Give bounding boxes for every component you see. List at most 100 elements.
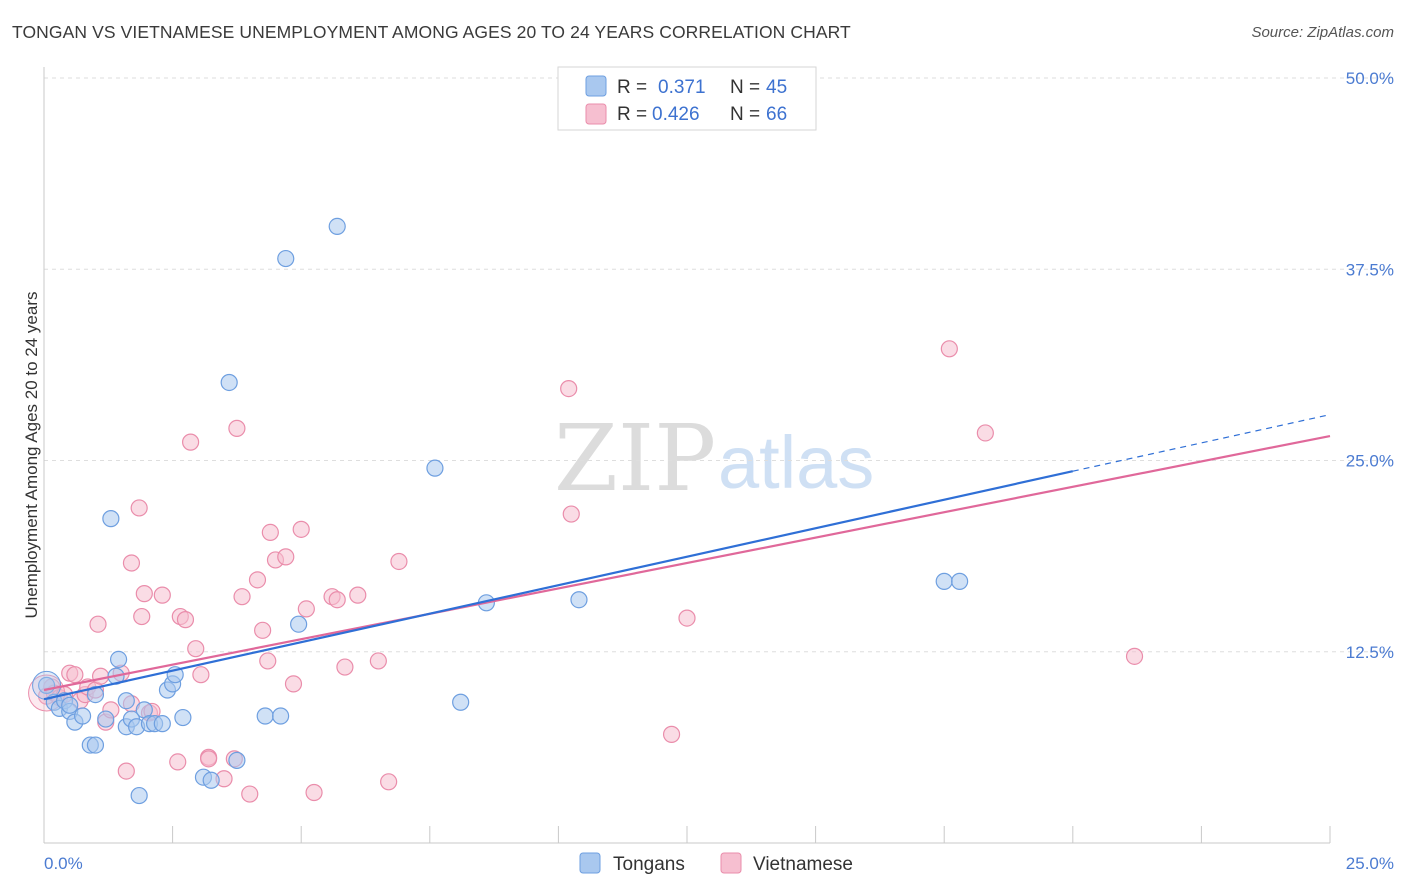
vietnamese-point	[380, 773, 398, 791]
y-tick-labels: 12.5% 25.0% 37.5% 50.0%	[1346, 69, 1394, 662]
tongan-point	[153, 715, 171, 733]
tongan-point	[570, 591, 588, 609]
tongan-point	[130, 786, 148, 805]
tongan-point	[97, 710, 115, 728]
legend-n-label-vietnamese: N =	[730, 104, 760, 125]
y-tick-label: 50.0%	[1346, 69, 1394, 88]
tongan-point	[102, 510, 120, 528]
tongan-point	[277, 249, 295, 268]
bottom-legend: Tongans Vietnamese	[579, 852, 853, 875]
tongan-point	[290, 615, 308, 633]
y-tick-label: 12.5%	[1346, 643, 1394, 662]
legend-swatch-tongans	[585, 75, 607, 97]
tongan-point	[73, 707, 92, 725]
vietnamese-point	[122, 554, 141, 572]
gridlines	[44, 77, 1394, 653]
vietnamese-point	[153, 586, 171, 604]
vietnamese-point	[192, 666, 210, 684]
bottom-legend-swatch-tongans	[579, 852, 601, 874]
tongan-point	[86, 685, 105, 704]
trend-lines	[43, 414, 1331, 701]
tongan-point	[272, 707, 290, 725]
legend-r-label-tongans: R =	[617, 77, 647, 98]
vietnamese-point	[277, 548, 295, 566]
vietnamese-point	[305, 783, 323, 802]
vietnamese-point	[336, 658, 354, 676]
vietnamese-point	[169, 753, 187, 771]
y-tick-label: 37.5%	[1346, 260, 1394, 279]
legend-r-value-vietnamese: 0.426	[652, 104, 700, 125]
tongan-point	[86, 736, 105, 754]
tongan-point	[109, 650, 128, 669]
legend-r-label-vietnamese: R =	[617, 104, 647, 125]
vietnamese-point	[248, 571, 267, 589]
x-tick-label-min: 0.0%	[44, 854, 83, 873]
vietnamese-point	[133, 607, 151, 626]
vietnamese-point	[228, 419, 246, 437]
vietnamese-point	[66, 666, 84, 684]
vietnamese-point	[135, 585, 153, 603]
vietnamese-point	[390, 552, 408, 571]
tongan-point	[202, 771, 220, 789]
legend: R = 0.371 N = 45 R = 0.426 N = 66	[557, 66, 817, 131]
tongan-point	[228, 751, 246, 769]
legend-r-value-tongans: 0.371	[658, 77, 706, 98]
vietnamese-point	[261, 523, 279, 542]
tongan-point	[935, 572, 953, 590]
vietnamese-point	[182, 433, 200, 451]
watermark-atlas: atlas	[718, 421, 874, 504]
vietnamese-point	[297, 600, 315, 618]
legend-n-label-tongans: N =	[730, 77, 760, 98]
vietnamese-point	[117, 762, 135, 780]
bottom-legend-swatch-vietnamese	[720, 852, 742, 874]
vietnamese-point	[662, 725, 681, 743]
vietnamese-point	[233, 588, 251, 606]
bottom-legend-tongans: Tongans	[613, 854, 685, 875]
vietnamese-point	[241, 785, 259, 803]
vietnamese-point	[678, 609, 696, 627]
vietnamese-trend-line	[43, 434, 1331, 692]
tongan-point	[426, 459, 444, 477]
vietnamese-point	[89, 615, 107, 633]
tongan-point	[328, 217, 346, 236]
tongan-point	[951, 572, 969, 590]
tongan-trend-line	[43, 470, 1074, 701]
chart-title: TONGAN VS VIETNAMESE UNEMPLOYMENT AMONG …	[12, 22, 851, 42]
vietnamese-point	[176, 611, 195, 629]
vietnamese-point	[560, 379, 578, 398]
vietnamese-point	[259, 652, 277, 670]
bottom-legend-vietnamese: Vietnamese	[753, 854, 853, 875]
legend-swatch-vietnamese	[585, 103, 607, 125]
vietnamese-point	[284, 675, 303, 693]
vietnamese-point	[940, 340, 958, 358]
vietnamese-point	[292, 520, 310, 538]
y-tick-label: 25.0%	[1346, 452, 1394, 471]
vietnamese-point	[976, 424, 994, 442]
vietnamese-point	[200, 750, 218, 768]
vietnamese-point	[369, 652, 387, 670]
vietnamese-point	[349, 586, 367, 604]
legend-n-value-vietnamese: 66	[766, 104, 787, 125]
tongan-points	[32, 217, 969, 805]
tongan-point	[117, 692, 135, 710]
tongan-point	[220, 373, 238, 392]
tongan-point	[452, 693, 470, 711]
vietnamese-point	[328, 591, 346, 609]
source-label: Source: ZipAtlas.com	[1251, 24, 1394, 41]
vietnamese-point	[91, 667, 110, 685]
vietnamese-point	[1125, 647, 1144, 665]
vietnamese-point	[254, 621, 272, 639]
tongan-point	[174, 708, 192, 727]
tongan-cluster-point	[32, 670, 62, 700]
y-axis-label: Unemployment Among Ages 20 to 24 years	[22, 292, 41, 619]
x-tick-marks	[172, 826, 1331, 843]
vietnamese-point	[130, 499, 148, 517]
vietnamese-point	[562, 505, 580, 523]
legend-n-value-tongans: 45	[766, 77, 787, 98]
vietnamese-point	[187, 640, 205, 658]
tongan-point	[256, 707, 274, 725]
x-tick-label-max: 25.0%	[1346, 854, 1394, 873]
tongan-point	[61, 696, 79, 714]
watermark-zip: ZIP	[554, 405, 716, 512]
